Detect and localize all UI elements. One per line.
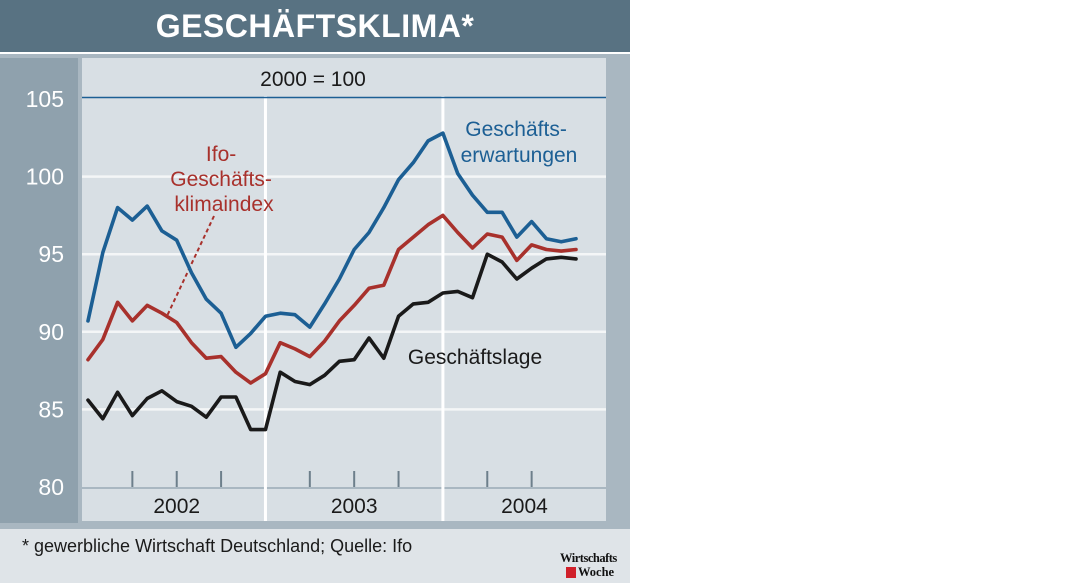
year-band xyxy=(82,489,606,521)
series-label-geschaeftserwartungen: Geschäfts- erwartungen xyxy=(461,118,578,167)
y-tick-label: 80 xyxy=(38,474,64,500)
grid-layer xyxy=(82,175,606,411)
series-line-1 xyxy=(86,213,578,385)
y-tick-label: 85 xyxy=(38,396,64,422)
footer-band xyxy=(0,529,630,583)
year-labels: 2002 2003 2004 xyxy=(153,495,548,518)
klimaindex-leader-line xyxy=(166,215,215,317)
chart-title: GESCHÄFTSKLIMA* xyxy=(155,8,475,44)
wirtschaftswoche-logo: Wirtschafts Woche xyxy=(560,551,626,581)
series-label-line: erwartungen xyxy=(461,144,578,167)
y-tick-label: 105 xyxy=(26,86,64,112)
series-label-line: Geschäfts- xyxy=(465,118,567,141)
series-line-0 xyxy=(86,131,578,350)
subtitle-band xyxy=(82,58,606,96)
year-label: 2004 xyxy=(501,495,548,518)
series-label-klimaindex: Ifo- Geschäfts- klimaindex xyxy=(170,143,277,216)
series-label-line: Ifo- xyxy=(206,143,236,166)
chart-card: GESCHÄFTSKLIMA* 80 85 90 95 100 105 2000 = 10… xyxy=(0,0,630,583)
series-label-geschaeftslage: Geschäftslage xyxy=(408,346,542,369)
series-label-line: klimaindex xyxy=(174,193,274,216)
y-tick-label: 95 xyxy=(38,241,64,267)
y-tick-labels: 80 85 90 95 100 105 xyxy=(26,86,64,500)
x-tick-marks xyxy=(131,471,533,487)
source-footnote: * gewerbliche Wirtschaft Deutschland; Qu… xyxy=(22,536,413,556)
series-label-line: Geschäftslage xyxy=(408,346,542,369)
year-label: 2002 xyxy=(153,495,200,518)
series-label-line: Geschäfts- xyxy=(170,168,272,191)
logo-line-1: Wirtschafts xyxy=(560,551,617,565)
series-layer xyxy=(86,131,578,432)
y-tick-label: 100 xyxy=(26,164,64,190)
year-label: 2003 xyxy=(331,495,378,518)
series-line-2 xyxy=(86,252,578,432)
line-chart: 80 85 90 95 100 105 2000 = 100 2002 2003 2004 G… xyxy=(0,54,630,583)
logo-line-2: Woche xyxy=(566,565,614,579)
y-tick-label: 90 xyxy=(38,319,64,345)
title-bar: GESCHÄFTSKLIMA* xyxy=(0,0,630,52)
y-axis-strip xyxy=(0,58,78,523)
chart-subtitle: 2000 = 100 xyxy=(260,68,366,91)
